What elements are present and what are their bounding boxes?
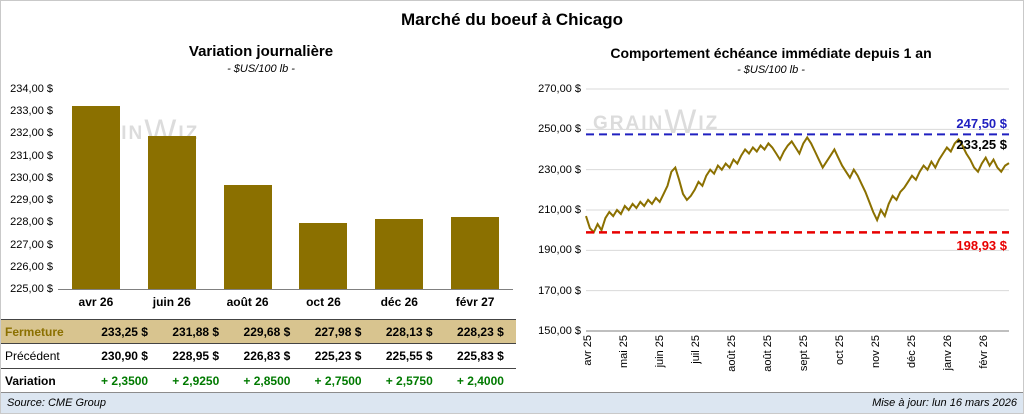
price-line-chart: [585, 88, 1010, 332]
table-cell: 229,68 $: [243, 324, 291, 339]
line-chart-subtitle: - $US/100 lb -: [737, 64, 805, 76]
row-label: Précédent: [5, 349, 60, 363]
table-cell: + 2,3500: [101, 374, 149, 388]
y-tick-label: 210,00 $: [538, 204, 581, 216]
table-cell: 225,83 $: [457, 349, 504, 363]
x-month-label: avr 25: [582, 335, 594, 366]
updated-note: Mise à jour: lun 16 mars 2026: [872, 397, 1017, 409]
low-line-label: 198,93 $: [956, 238, 1007, 254]
table-cell: 230,90 $: [101, 349, 148, 363]
y-tick-label: 232,00 $: [10, 127, 53, 140]
x-month-label: janv 26: [942, 335, 954, 371]
footer-band: Source: CME Group Mise à jour: lun 16 ma…: [1, 392, 1023, 413]
table-cell: + 2,8500: [243, 374, 291, 388]
bar-chart-plot-area: [58, 89, 513, 290]
y-tick-label: 230,00 $: [538, 163, 581, 176]
y-tick-label: 225,00 $: [10, 283, 53, 295]
y-tick-label: 234,00 $: [10, 83, 53, 95]
bar-févr 27: [451, 217, 500, 289]
x-month-label: août 25: [726, 335, 738, 372]
bar-chart-subtitle: - $US/100 lb -: [227, 63, 295, 75]
y-tick-label: 231,00 $: [10, 149, 53, 162]
table-row-fermeture: Fermeture 233,25 $ 231,88 $ 229,68 $ 227,98 …: [1, 319, 516, 344]
line-chart-y-axis: 150,00 $ 170,00 $ 190,00 $ 210,00 $ 230,00 $…: [521, 83, 581, 337]
table-row-précédent: Précédent 230,90 $ 228,95 $ 226,83 $ 225,23 …: [1, 344, 516, 369]
table-cell: + 2,7500: [314, 374, 362, 388]
table-cell: + 2,5750: [385, 374, 433, 388]
y-tick-label: 150,00 $: [538, 325, 581, 337]
page-title: Marché du boeuf à Chicago: [401, 10, 623, 29]
x-month-label: mai 25: [618, 335, 630, 369]
y-tick-label: 170,00 $: [538, 284, 581, 297]
x-month-label: oct 25: [834, 335, 846, 365]
x-category-label: déc 26: [380, 295, 418, 309]
table-cell: 228,95 $: [172, 349, 220, 363]
table-cell: 226,83 $: [243, 349, 291, 363]
x-month-label: févr 26: [978, 335, 990, 369]
table-cell: + 2,4000: [456, 374, 504, 388]
watermark-text: IZ: [698, 113, 720, 134]
y-tick-label: 226,00 $: [10, 260, 53, 273]
last-price-label: 233,25 $: [956, 137, 1007, 153]
bar-déc 26: [375, 219, 424, 289]
high-line-label: 247,50 $: [956, 116, 1007, 132]
x-month-label: déc 25: [906, 335, 918, 369]
y-tick-label: 250,00 $: [538, 123, 581, 136]
x-month-label: sept 25: [798, 335, 810, 372]
table-cell: 227,98 $: [314, 324, 362, 339]
table-cell: 228,23 $: [457, 324, 504, 339]
x-category-label: avr 26: [78, 295, 114, 309]
x-month-label: juil 25: [690, 335, 702, 364]
table-row-variation: Variation + 2,3500 + 2,9250 + 2,8500 + 2,750…: [1, 369, 516, 394]
x-category-label: févr 27: [455, 295, 495, 309]
table-cell: 225,23 $: [314, 349, 362, 363]
bar-chart-title: Variation journalière: [188, 43, 334, 60]
y-tick-label: 228,00 $: [10, 216, 53, 229]
table-cell: 233,25 $: [101, 324, 148, 339]
bar-oct 26: [299, 222, 348, 289]
line-chart-x-axis: avr 25 mai 25 juin 25 juil 25 août 25 août 25…: [582, 331, 1009, 389]
table-cell: 231,88 $: [172, 324, 220, 339]
row-label: Fermeture: [5, 324, 64, 339]
table-cell: 225,55 $: [385, 349, 433, 363]
bar-chart-x-axis: avr 26 juin 26 août 26 oct 26 déc 26 févr 27: [58, 295, 513, 311]
x-category-label: juin 26: [152, 295, 191, 309]
bar-août 26: [223, 185, 272, 289]
y-tick-label: 270,00 $: [538, 83, 581, 95]
bar-juin 26: [147, 136, 196, 289]
x-month-label: juin 25: [654, 335, 666, 368]
y-tick-label: 230,00 $: [10, 171, 53, 184]
y-tick-label: 233,00 $: [10, 105, 53, 118]
quotes-table: Fermeture 233,25 $ 231,88 $ 229,68 $ 227,98 …: [1, 319, 516, 394]
price-series-line: [585, 135, 1010, 234]
watermark-text: GRAIN: [593, 113, 665, 134]
x-month-label: nov 25: [870, 335, 882, 369]
row-label: Variation: [5, 374, 56, 388]
x-category-label: oct 26: [306, 295, 341, 309]
table-cell: 228,13 $: [385, 324, 433, 339]
table-cell: + 2,9250: [172, 374, 220, 388]
bar-avr 26: [71, 105, 120, 289]
y-tick-label: 190,00 $: [538, 244, 581, 257]
line-chart-plot-area: 247,50 $ 233,25 $ 198,93 $: [585, 88, 1010, 332]
x-month-label: août 25: [762, 335, 774, 372]
y-tick-label: 227,00 $: [10, 238, 53, 251]
bar-chart-y-axis: 225,00 $ 226,00 $ 227,00 $ 228,00 $ 229,00 $…: [1, 83, 53, 295]
line-chart-title: Comportement échéance immédiate depuis 1…: [610, 45, 932, 61]
y-tick-label: 229,00 $: [10, 194, 53, 207]
source-note: Source: CME Group: [7, 397, 107, 409]
x-category-label: août 26: [226, 295, 269, 309]
